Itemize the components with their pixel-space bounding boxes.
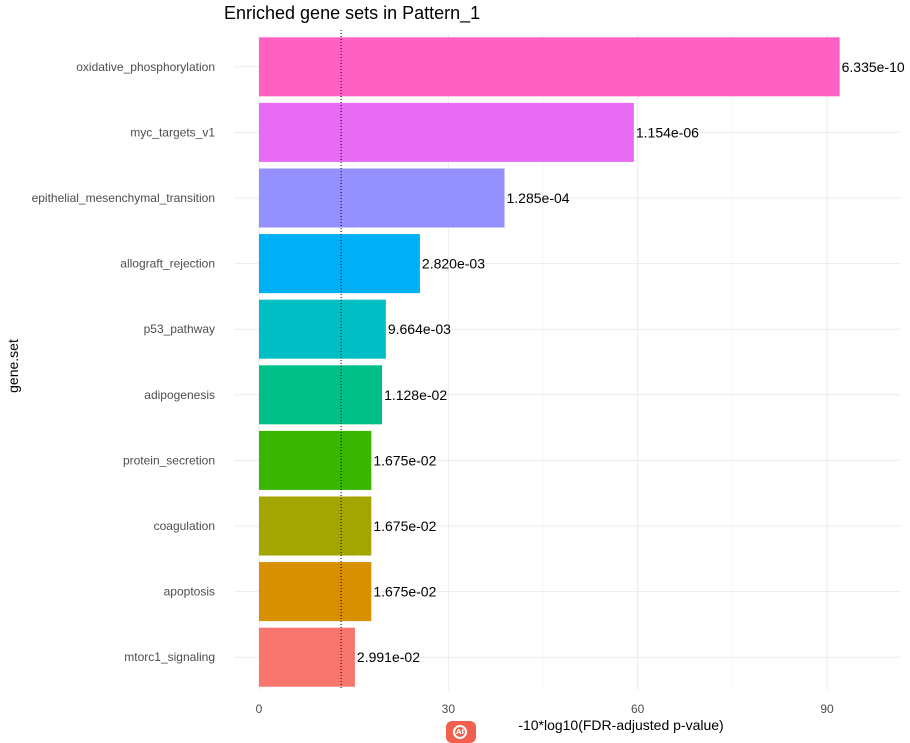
bar-epithelial_mesenchymal_transition <box>259 168 505 228</box>
x-axis-title: -10*log10(FDR-adjusted p-value) <box>518 717 723 733</box>
bar-protein_secretion <box>259 430 372 490</box>
data-label: 1.675e-02 <box>373 452 436 468</box>
ai-badge-icon[interactable]: AI <box>446 721 476 743</box>
x-tick-labels: 0 30 60 90 <box>256 702 834 716</box>
chart-title: Enriched gene sets in Pattern_1 <box>224 3 480 24</box>
data-label: 1.128e-02 <box>384 387 447 403</box>
bar-allograft_rejection <box>259 234 420 294</box>
category-label: apoptosis <box>164 585 215 599</box>
data-label: 1.285e-04 <box>507 190 570 206</box>
category-label: mtorc1_signaling <box>124 650 215 664</box>
category-labels: oxidative_phosphorylation myc_targets_v1e… <box>32 60 216 664</box>
data-label: 1.675e-02 <box>373 518 436 534</box>
category-label: p53_pathway <box>144 322 215 336</box>
x-tick-label: 30 <box>442 702 456 716</box>
data-label: 6.335e-10 <box>842 59 905 75</box>
bars-layer <box>259 37 840 687</box>
data-label: 1.675e-02 <box>373 584 436 600</box>
category-label: epithelial_mesenchymal_transition <box>32 191 215 205</box>
x-tick-label: 60 <box>631 702 645 716</box>
category-label: myc_targets_v1 <box>130 125 215 139</box>
y-axis-title: gene.set <box>5 339 21 393</box>
category-label: protein_secretion <box>123 453 215 467</box>
bar-p53_pathway <box>259 299 386 359</box>
category-label: adipogenesis <box>144 388 215 402</box>
category-label: allograft_rejection <box>120 257 215 271</box>
bar-mtorc1_signaling <box>259 627 355 687</box>
data-labels: 6.335e-10 1.154e-06 1.285e-04 2.820e-03 9.66… <box>357 59 905 665</box>
x-tick-label: 90 <box>820 702 834 716</box>
data-label: 2.991e-02 <box>357 649 420 665</box>
bar-adipogenesis <box>259 365 383 425</box>
bar-coagulation <box>259 496 372 556</box>
data-label: 2.820e-03 <box>422 256 485 272</box>
bar-apoptosis <box>259 562 372 622</box>
data-label: 9.664e-03 <box>388 321 451 337</box>
data-label: 1.154e-06 <box>636 124 699 140</box>
x-tick-label: 0 <box>256 702 263 716</box>
bar-oxidative_phosphorylation <box>259 37 840 97</box>
bar-myc_targets_v1 <box>259 102 634 162</box>
category-label: coagulation <box>154 519 215 533</box>
category-label: oxidative_phosphorylation <box>76 60 215 74</box>
